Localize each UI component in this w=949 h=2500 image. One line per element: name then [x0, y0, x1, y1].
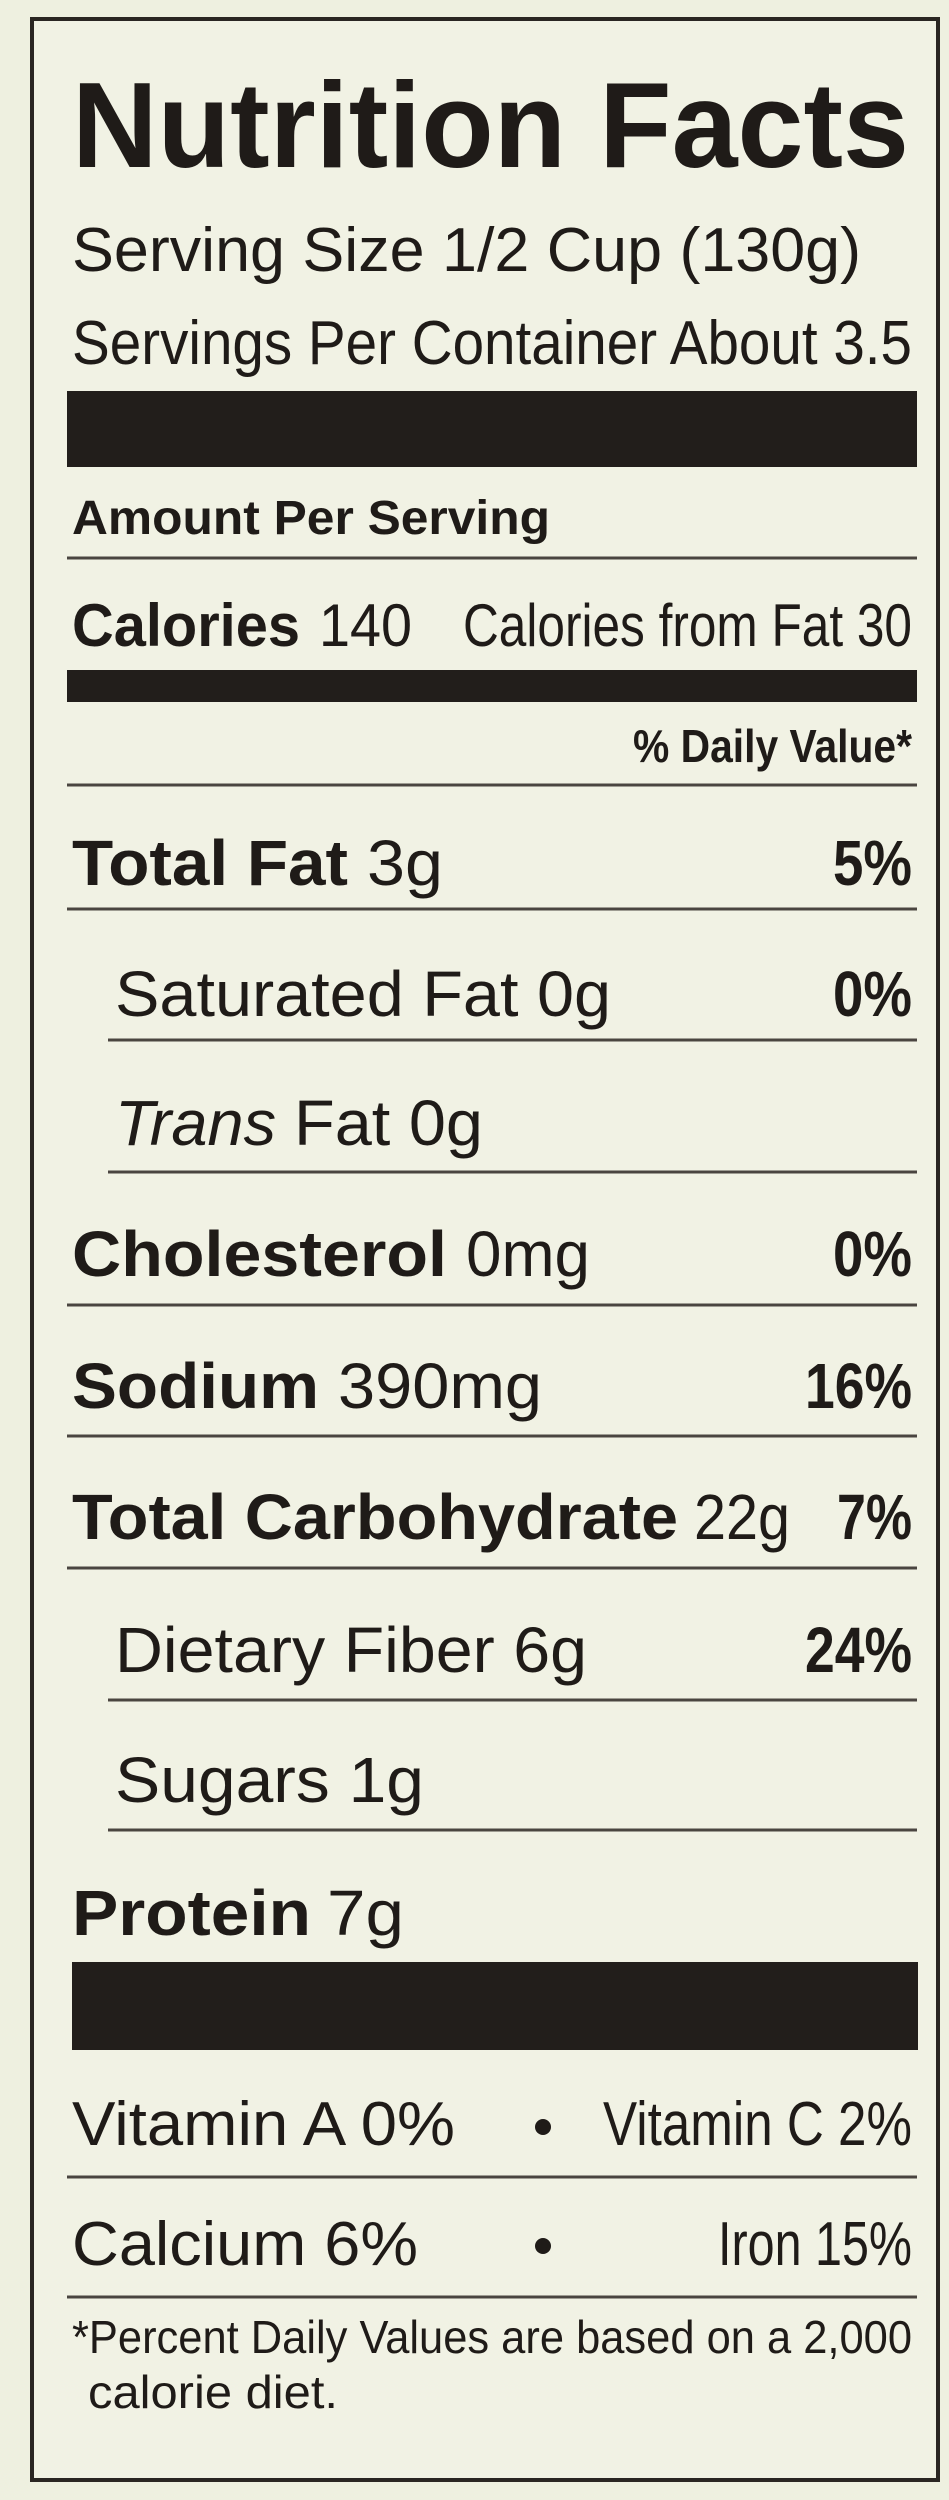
bullet [535, 2238, 551, 2254]
nutrient-daily-value: 5% [833, 827, 912, 899]
nutrient-amount: 390mg [338, 1350, 542, 1422]
nutrient-amount: 7g [327, 1877, 404, 1949]
nutrient-daily-value: 16% [805, 1350, 912, 1422]
serving-size: Serving Size 1/2 Cup (130g) [72, 216, 861, 285]
nutrient-amount: 3g [367, 827, 443, 899]
nutrient-name: Protein [72, 1877, 311, 1949]
nutrient-daily-value: 24% [805, 1614, 912, 1686]
nutrient-name: Fat 0g [294, 1087, 483, 1159]
nutrient-name-italic: Trans [115, 1087, 276, 1159]
nutrient-daily-value: 0% [833, 958, 912, 1030]
nutrient-amount: 0mg [466, 1218, 590, 1290]
bullet [535, 2119, 551, 2135]
nutrient-amount: 22g [694, 1481, 790, 1553]
vitamin: Iron 15% [718, 2210, 912, 2279]
footnote: calorie diet. [88, 2366, 338, 2418]
nutrient-name: Saturated Fat 0g [115, 958, 611, 1030]
vitamin: Vitamin A 0% [72, 2090, 455, 2159]
thick-bar [67, 391, 917, 467]
vitamin: Vitamin C 2% [603, 2090, 912, 2159]
calories-label: Calories [72, 592, 300, 659]
medium-bar [67, 670, 917, 702]
nutrient-name: Dietary Fiber 6g [115, 1614, 587, 1686]
nutrient-name: Total Carbohydrate [72, 1481, 678, 1553]
calories-from-fat: Calories from Fat 30 [463, 592, 912, 659]
vitamin: Calcium 6% [72, 2210, 418, 2279]
calories-value: 140 [319, 592, 412, 659]
nutrient-name: Sodium [72, 1350, 319, 1422]
nutrient-name: Cholesterol [72, 1218, 447, 1290]
nutrient-daily-value: 7% [837, 1481, 912, 1553]
thick-bar [72, 1962, 918, 2050]
amount-per-serving: Amount Per Serving [72, 492, 550, 545]
servings-per-container: Servings Per Container About 3.5 [72, 309, 912, 378]
nutrient-name: Total Fat [72, 827, 348, 899]
nutrient-daily-value: 0% [833, 1218, 912, 1290]
daily-value-header: % Daily Value* [633, 720, 912, 772]
footnote: *Percent Daily Values are based on a 2,0… [72, 2311, 912, 2363]
nutrient-name: Sugars 1g [115, 1744, 424, 1816]
title: Nutrition Facts [72, 57, 909, 193]
